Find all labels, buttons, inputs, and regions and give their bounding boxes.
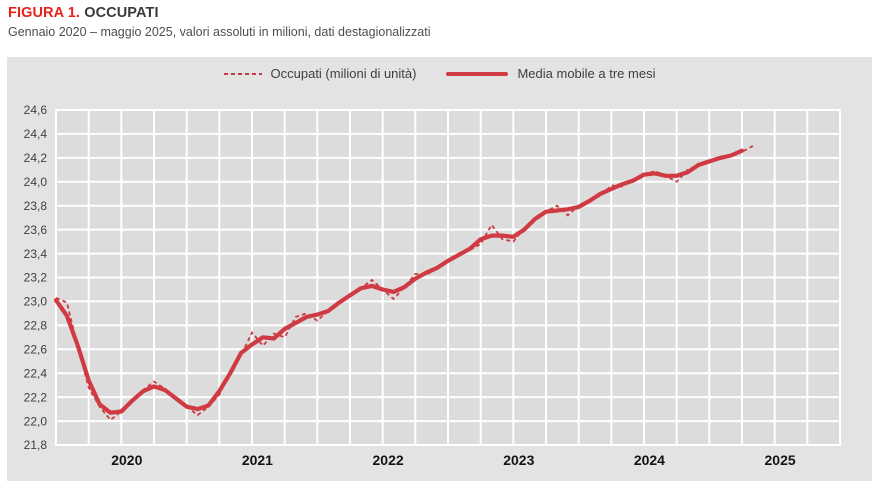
legend-label-occupati: Occupati (milioni di unità)	[270, 66, 417, 81]
chart-panel: Occupati (milioni di unità) Media mobile…	[7, 57, 872, 481]
y-tick-label: 24,4	[24, 127, 48, 141]
y-tick-label: 24,6	[24, 103, 48, 117]
y-tick-label: 23,6	[24, 223, 48, 237]
legend-label-media-mobile: Media mobile a tre mesi	[517, 66, 656, 81]
dashed-line-swatch	[223, 72, 262, 75]
figure-name: OCCUPATI	[84, 5, 159, 21]
y-tick-label: 22,0	[24, 414, 48, 428]
y-tick-label: 23,0	[24, 295, 48, 309]
figure-title: FIGURA 1. OCCUPATI	[8, 5, 430, 21]
y-tick-label: 23,8	[24, 199, 48, 213]
y-tick-label: 21,8	[24, 438, 48, 452]
chart-legend: Occupati (milioni di unità) Media mobile…	[7, 66, 872, 81]
x-tick-label: 2022	[373, 452, 404, 468]
series-occupati-line	[55, 145, 754, 422]
y-tick-label: 24,0	[24, 175, 48, 189]
y-tick-label: 24,2	[24, 151, 48, 165]
figure-subtitle: Gennaio 2020 – maggio 2025, valori assol…	[8, 25, 431, 39]
y-tick-label: 22,2	[24, 390, 48, 404]
x-tick-label: 2023	[503, 452, 534, 468]
y-tick-label: 22,6	[24, 343, 48, 357]
solid-line-swatch	[446, 71, 509, 76]
figure-label: FIGURA 1.	[8, 5, 81, 21]
y-tick-label: 23,4	[24, 247, 48, 261]
legend-item-occupati: Occupati (milioni di unità)	[223, 66, 417, 81]
y-tick-label: 22,8	[24, 319, 48, 333]
figure-header: FIGURA 1. OCCUPATI Gennaio 2020 – maggio…	[8, 5, 430, 39]
y-tick-label: 23,2	[24, 271, 48, 285]
x-tick-label: 2024	[634, 452, 665, 468]
x-tick-label: 2020	[111, 452, 142, 468]
y-tick-label: 22,4	[24, 366, 48, 380]
x-tick-label: 2025	[765, 452, 796, 468]
legend-item-media-mobile: Media mobile a tre mesi	[446, 66, 655, 81]
plot-border	[55, 109, 841, 446]
x-tick-label: 2021	[242, 452, 273, 468]
chart-canvas: 21,8 22,0 22,2 22,4 22,6 22,8 23,0 23,2 23,4 23,6…	[24, 103, 841, 468]
